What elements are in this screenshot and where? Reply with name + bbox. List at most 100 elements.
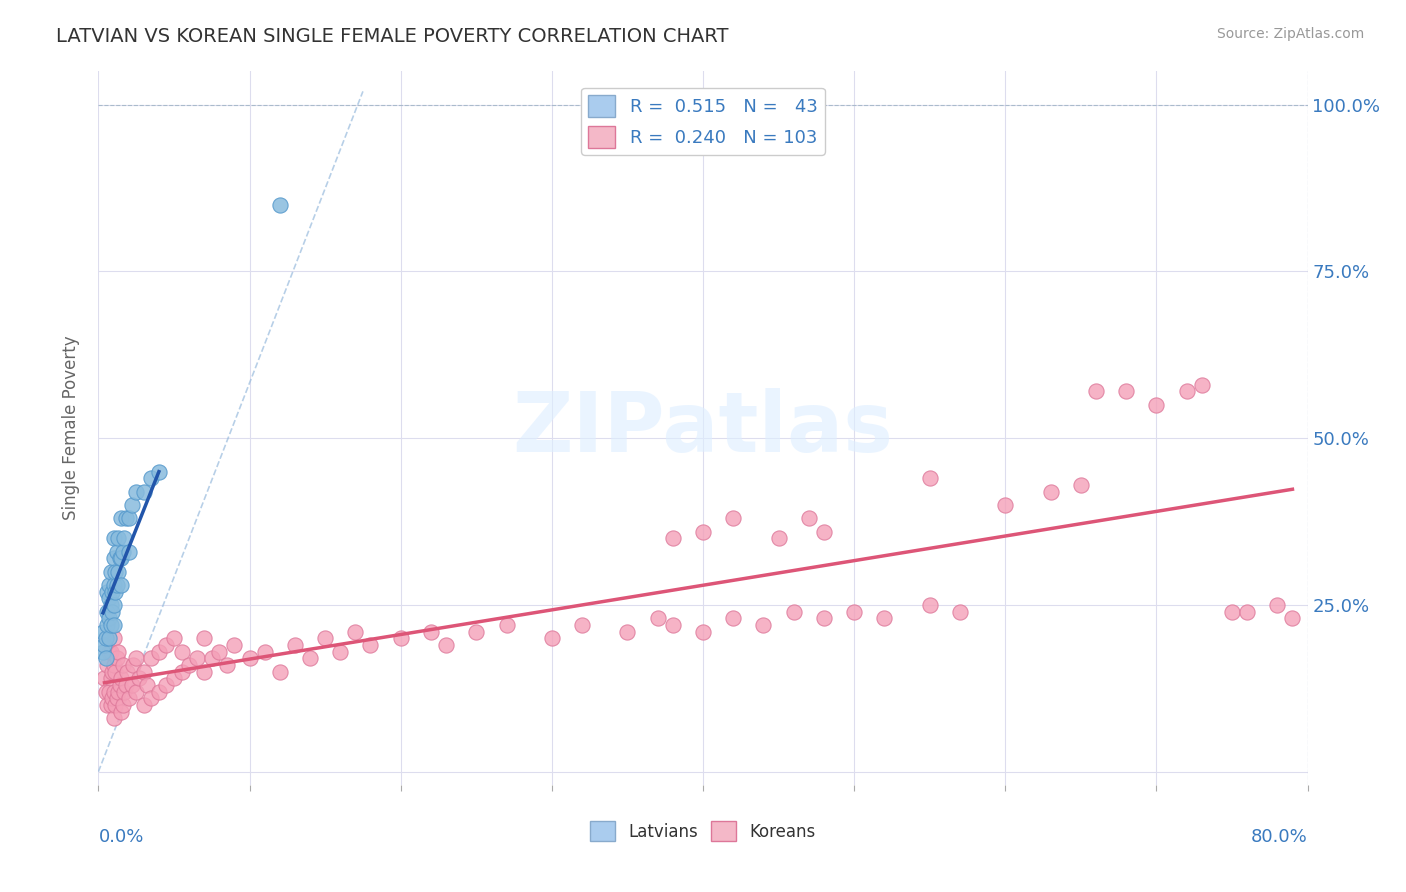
Point bbox=[1175, 384, 1198, 399]
Point bbox=[420, 624, 443, 639]
Point bbox=[647, 611, 669, 625]
Legend: Latvians, Koreans: Latvians, Koreans bbox=[583, 814, 823, 848]
Point bbox=[103, 711, 125, 725]
Point bbox=[170, 644, 193, 658]
Point bbox=[148, 684, 170, 698]
Point bbox=[100, 698, 122, 712]
Point bbox=[193, 632, 215, 646]
Point bbox=[110, 551, 132, 566]
Text: Source: ZipAtlas.com: Source: ZipAtlas.com bbox=[1216, 27, 1364, 41]
Point bbox=[752, 618, 775, 632]
Point bbox=[107, 565, 129, 579]
Point bbox=[112, 531, 135, 545]
Point bbox=[201, 651, 224, 665]
Point bbox=[105, 651, 128, 665]
Point bbox=[269, 665, 291, 679]
Point bbox=[783, 605, 806, 619]
Point bbox=[103, 618, 125, 632]
Point bbox=[118, 511, 141, 525]
Point bbox=[284, 638, 307, 652]
Point bbox=[103, 632, 125, 646]
Point bbox=[111, 698, 134, 712]
Point bbox=[104, 665, 127, 679]
Point bbox=[215, 657, 238, 672]
Point bbox=[768, 531, 790, 545]
Point bbox=[132, 698, 155, 712]
Point bbox=[132, 665, 155, 679]
Point bbox=[93, 638, 115, 652]
Point bbox=[105, 544, 128, 558]
Point bbox=[100, 644, 122, 658]
Point bbox=[96, 584, 118, 599]
Point bbox=[1144, 398, 1167, 412]
Point bbox=[128, 671, 150, 685]
Point bbox=[1191, 377, 1213, 392]
Point bbox=[107, 684, 129, 698]
Point bbox=[540, 632, 562, 646]
Point bbox=[723, 511, 745, 525]
Point bbox=[98, 578, 121, 592]
Point bbox=[101, 605, 124, 619]
Point bbox=[389, 632, 412, 646]
Point bbox=[155, 638, 177, 652]
Point bbox=[148, 465, 170, 479]
Point bbox=[110, 705, 132, 719]
Point bbox=[661, 618, 683, 632]
Point bbox=[1070, 478, 1092, 492]
Point bbox=[96, 698, 118, 712]
Point bbox=[111, 657, 134, 672]
Point bbox=[141, 471, 163, 485]
Point bbox=[186, 651, 208, 665]
Point bbox=[797, 511, 820, 525]
Point bbox=[179, 657, 201, 672]
Point bbox=[122, 657, 145, 672]
Point bbox=[344, 624, 367, 639]
Text: ZIPatlas: ZIPatlas bbox=[513, 388, 893, 468]
Point bbox=[125, 651, 148, 665]
Point bbox=[103, 598, 125, 612]
Point bbox=[118, 544, 141, 558]
Point bbox=[299, 651, 322, 665]
Point bbox=[163, 632, 186, 646]
Point bbox=[94, 632, 117, 646]
Point bbox=[98, 684, 121, 698]
Point bbox=[692, 524, 714, 539]
Point bbox=[93, 671, 115, 685]
Point bbox=[1220, 605, 1243, 619]
Point bbox=[103, 531, 125, 545]
Point bbox=[723, 611, 745, 625]
Point bbox=[148, 644, 170, 658]
Point bbox=[495, 618, 517, 632]
Point bbox=[103, 551, 125, 566]
Point bbox=[98, 644, 121, 658]
Point bbox=[118, 691, 141, 706]
Point bbox=[125, 684, 148, 698]
Point bbox=[108, 678, 131, 692]
Point bbox=[107, 531, 129, 545]
Point bbox=[193, 665, 215, 679]
Point bbox=[107, 644, 129, 658]
Point bbox=[96, 618, 118, 632]
Point bbox=[100, 671, 122, 685]
Point bbox=[94, 684, 117, 698]
Point bbox=[96, 605, 118, 619]
Text: 80.0%: 80.0% bbox=[1251, 828, 1308, 846]
Point bbox=[96, 657, 118, 672]
Point bbox=[918, 598, 941, 612]
Point bbox=[114, 511, 136, 525]
Point bbox=[104, 565, 127, 579]
Point bbox=[104, 698, 127, 712]
Point bbox=[110, 511, 132, 525]
Point bbox=[108, 551, 131, 566]
Point bbox=[163, 671, 186, 685]
Point bbox=[101, 584, 124, 599]
Point bbox=[661, 531, 683, 545]
Point bbox=[111, 544, 134, 558]
Point bbox=[101, 665, 124, 679]
Point bbox=[103, 657, 125, 672]
Point bbox=[994, 498, 1017, 512]
Point bbox=[121, 498, 143, 512]
Point bbox=[844, 605, 866, 619]
Point bbox=[98, 591, 121, 606]
Point bbox=[813, 611, 835, 625]
